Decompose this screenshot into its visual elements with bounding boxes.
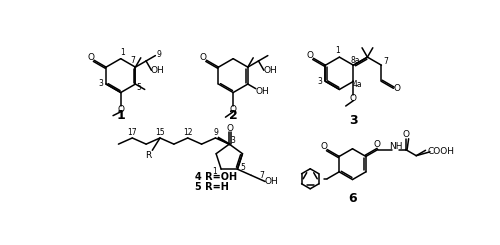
Text: 3: 3 [349,114,358,127]
Text: O: O [230,105,236,114]
Text: 5: 5 [137,83,141,92]
Text: 1: 1 [116,109,125,122]
Text: 1: 1 [336,47,340,55]
Text: 7: 7 [259,171,264,180]
Text: O: O [117,105,124,114]
Text: 17: 17 [128,128,137,137]
Text: R: R [146,151,152,160]
Text: 3: 3 [98,79,103,88]
Text: O: O [307,51,314,60]
Text: 6: 6 [348,192,357,205]
Text: 9: 9 [213,128,218,137]
Text: 2: 2 [229,109,237,122]
Text: O: O [88,53,94,62]
Text: 3: 3 [230,136,235,145]
Text: 3: 3 [318,77,322,86]
Text: O: O [350,94,357,103]
Text: OH: OH [255,87,269,96]
Text: 4a: 4a [352,80,362,89]
Text: NH: NH [389,142,402,151]
Text: O: O [393,84,400,93]
Text: O: O [374,140,380,149]
Text: 15: 15 [155,128,165,137]
Text: 12: 12 [183,128,192,137]
Text: 8a: 8a [351,56,360,65]
Text: 5: 5 [240,163,246,172]
Text: OH: OH [263,66,277,75]
Text: O: O [200,53,207,62]
Text: OH: OH [264,177,278,186]
Text: 7: 7 [383,57,388,66]
Text: 7: 7 [130,56,136,65]
Text: O: O [403,130,410,139]
Text: OH: OH [150,66,164,75]
Text: O: O [320,142,328,151]
Text: 1: 1 [212,167,216,176]
Text: 9: 9 [157,49,162,59]
Text: 1: 1 [120,48,124,57]
Text: 4 R=OH: 4 R=OH [194,172,237,182]
Text: 5 R=H: 5 R=H [194,182,228,192]
Text: O: O [226,124,234,133]
Text: COOH: COOH [428,147,454,156]
